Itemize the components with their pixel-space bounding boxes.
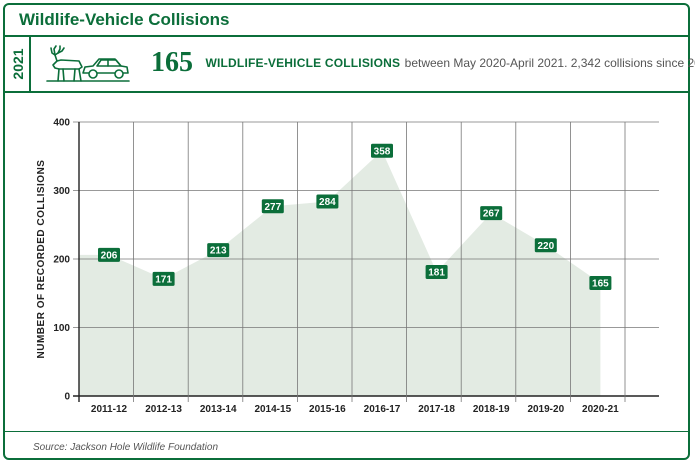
data-label: 358 xyxy=(374,146,391,157)
x-tick-label: 2012-13 xyxy=(145,404,182,415)
year-band: 2021 xyxy=(5,37,31,91)
headline-description: between May 2020-April 2021. 2,342 colli… xyxy=(404,56,695,70)
area-fill xyxy=(79,150,601,396)
source-note: Source: Jackson Hole Wildlife Foundation xyxy=(33,442,219,453)
header-divider xyxy=(5,35,688,37)
data-label-box xyxy=(371,143,393,158)
area-chart: 0 100 200 300 400 2011-12 2012-13 2013-14 2014-1… xyxy=(36,118,659,415)
y-tick-label: 200 xyxy=(53,255,70,266)
data-label: 171 xyxy=(155,274,172,285)
data-label-box xyxy=(261,199,284,214)
data-label: 220 xyxy=(537,241,554,252)
x-tick-label: 2014-15 xyxy=(254,404,291,415)
x-tick-label: 2011-12 xyxy=(91,404,128,415)
data-label: 181 xyxy=(428,268,445,279)
x-tick-label: 2020-21 xyxy=(582,404,619,415)
header-bottom-divider xyxy=(5,91,688,93)
y-axis-title: NUMBER OF RECORDED COLLISIONS xyxy=(36,160,47,359)
x-tick-label: 2016-17 xyxy=(364,404,401,415)
y-tick-label: 400 xyxy=(53,118,70,129)
x-tick-label: 2017-18 xyxy=(418,404,455,415)
x-tick-label: 2019-20 xyxy=(527,404,564,415)
data-label: 284 xyxy=(319,197,336,208)
y-tick-label: 100 xyxy=(53,323,70,334)
data-label: 213 xyxy=(210,246,227,257)
headline-number: 165 xyxy=(151,47,193,78)
deer-and-car-icon xyxy=(45,43,131,85)
x-tick-label: 2018-19 xyxy=(473,404,510,415)
data-label-box xyxy=(480,206,503,221)
headline: 165 WILDLIFE-VEHICLE COLLISIONS between … xyxy=(151,47,695,79)
data-label-box xyxy=(316,194,339,209)
data-label-box xyxy=(425,265,448,280)
chart-card: Wildlife-Vehicle Collisions 2021 xyxy=(3,3,695,460)
headline-label: WILDLIFE-VEHICLE COLLISIONS xyxy=(205,56,401,70)
data-label: 277 xyxy=(264,202,281,213)
data-label: 267 xyxy=(483,209,500,220)
data-label-box xyxy=(98,247,120,262)
data-label: 165 xyxy=(592,279,609,290)
page-title: Wildlife-Vehicle Collisions xyxy=(19,10,230,29)
y-tick-label: 300 xyxy=(53,186,70,197)
data-label-box xyxy=(534,238,557,253)
x-tick-label: 2013-14 xyxy=(200,404,237,415)
data-label-box xyxy=(207,243,230,258)
data-label-box xyxy=(152,271,175,286)
x-tick-label: 2015-16 xyxy=(309,404,346,415)
data-label-box xyxy=(589,275,612,290)
data-label: 206 xyxy=(101,250,118,261)
footer-divider xyxy=(5,431,688,432)
y-tick-label: 0 xyxy=(64,392,70,403)
